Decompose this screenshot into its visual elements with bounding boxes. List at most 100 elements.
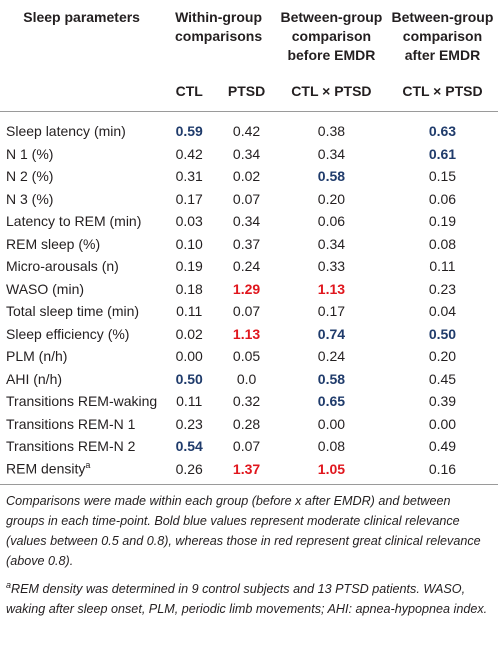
cell-value: 0.34 [317, 145, 346, 162]
row-label-cell: Latency to REM (min) [0, 210, 161, 233]
cell-value: 0.17 [175, 190, 203, 207]
cell-value: 0.33 [317, 258, 346, 275]
table-row: Transitions REM-N 1 0.23 0.28 0.00 0.00 [0, 413, 498, 436]
subheader: PTSD [217, 66, 276, 112]
cell-value: 0.19 [175, 258, 203, 275]
group-header: Between-group comparison before EMDR [280, 9, 383, 63]
value-cell: 0.05 [217, 345, 276, 368]
cell-value: 0.23 [175, 415, 203, 432]
cell-value: 0.00 [317, 415, 346, 432]
value-cell: 0.0 [217, 368, 276, 391]
footnote: Comparisons were made within each group … [6, 491, 492, 571]
value-cell: 0.74 [276, 323, 387, 346]
row-label: N 2 (%) [6, 168, 54, 185]
table-body: Sleep latency (min) 0.59 0.42 0.38 0.63 N 1 (… [0, 112, 498, 485]
value-cell: 0.26 [161, 457, 218, 485]
table-row: Sleep efficiency (%) 0.02 1.13 0.74 0.50 [0, 323, 498, 346]
value-cell: 0.07 [217, 435, 276, 458]
row-label: Transitions REM-N 2 [6, 438, 136, 455]
subheader-row: CTL PTSD CTL × PTSD CTL × PTSD [0, 66, 498, 112]
cell-value: 0.07 [232, 438, 261, 455]
empty-header [0, 66, 162, 112]
table-row: N 3 (%) 0.17 0.07 0.20 0.06 [0, 188, 498, 211]
table-row: REM sleep (%) 0.10 0.37 0.34 0.08 [0, 233, 498, 256]
value-cell: 0.11 [161, 390, 217, 413]
cell-value: 0.10 [175, 235, 203, 252]
row-label-cell: N 3 (%) [0, 188, 161, 211]
row-label: Total sleep time (min) [6, 303, 140, 320]
value-cell: 0.20 [387, 345, 498, 368]
footnotes: Comparisons were made within each group … [0, 485, 498, 619]
cell-value: 0.16 [428, 460, 457, 477]
row-label: REM density [6, 461, 86, 478]
value-cell: 0.50 [387, 323, 498, 346]
footnote-text: Comparisons were made within each group … [6, 494, 481, 568]
row-label-cell: Sleep efficiency (%) [0, 323, 161, 346]
value-cell: 0.24 [276, 345, 387, 368]
value-cell: 0.04 [387, 300, 498, 323]
table-row: Sleep latency (min) 0.59 0.42 0.38 0.63 [0, 112, 498, 143]
cell-value: 0.49 [428, 438, 457, 455]
cell-value: 0.39 [428, 393, 457, 410]
row-label-cell: Transitions REM-N 1 [0, 413, 161, 436]
cell-value: 0.11 [176, 393, 203, 410]
value-cell: 1.05 [275, 457, 387, 485]
cell-value: 0.07 [232, 190, 261, 207]
cell-value: 0.05 [232, 348, 261, 365]
value-cell: 0.42 [161, 143, 217, 166]
table-row: Micro-arousals (n) 0.19 0.24 0.33 0.11 [0, 255, 498, 278]
cell-value: 0.20 [428, 348, 457, 365]
cell-value: 0.50 [175, 370, 203, 387]
row-label-cell: Transitions REM-N 2 [0, 435, 161, 458]
footnote-text: REM density was determined in 9 control … [6, 582, 488, 617]
cell-value: 0.18 [175, 280, 203, 297]
subheader: CTL [161, 66, 218, 112]
table-row: Latency to REM (min) 0.03 0.34 0.06 0.19 [0, 210, 498, 233]
row-label: AHI (n/h) [6, 370, 63, 387]
value-cell: 0.06 [387, 188, 498, 211]
value-cell: 1.13 [276, 278, 387, 301]
row-label-cell: N 1 (%) [0, 143, 161, 166]
value-cell: 0.65 [276, 390, 387, 413]
cell-value: 0.02 [232, 168, 261, 185]
value-cell: 0.24 [217, 255, 276, 278]
row-label-cell: Sleep latency (min) [0, 112, 161, 143]
header-row: Sleep parameters Within-group comparison… [0, 0, 498, 66]
value-cell: 0.50 [161, 368, 217, 391]
cell-value: 0.74 [317, 325, 346, 342]
value-cell: 0.19 [161, 255, 217, 278]
cell-value: 0.19 [428, 213, 457, 230]
cell-value: 0.00 [175, 348, 203, 365]
cell-value: 0.04 [428, 303, 457, 320]
value-cell: 0.06 [276, 210, 387, 233]
cell-value: 1.29 [232, 280, 261, 297]
cell-value: 0.06 [317, 213, 346, 230]
footnote: aREM density was determined in 9 control… [6, 575, 492, 619]
group-header: Between-group comparison after EMDR [391, 9, 494, 63]
value-cell: 0.34 [217, 143, 276, 166]
value-cell: 0.20 [276, 188, 387, 211]
cell-value: 0.17 [317, 303, 346, 320]
value-cell: 0.00 [387, 413, 498, 436]
cell-value: 0.11 [429, 258, 456, 275]
table-row: PLM (n/h) 0.00 0.05 0.24 0.20 [0, 345, 498, 368]
cell-value: 0.61 [428, 145, 457, 162]
row-label: Micro-arousals (n) [6, 258, 119, 275]
row-label-cell: WASO (min) [0, 278, 161, 301]
cell-value: 0.31 [175, 168, 203, 185]
value-cell: 0.18 [161, 278, 217, 301]
value-cell: 0.07 [217, 300, 276, 323]
cell-value: 0.45 [428, 370, 457, 387]
table-row: Transitions REM-N 2 0.54 0.07 0.08 0.49 [0, 435, 498, 458]
value-cell: 0.08 [387, 233, 498, 256]
value-cell: 0.23 [387, 278, 498, 301]
cell-value: 0.08 [317, 438, 346, 455]
value-cell: 0.45 [387, 368, 498, 391]
header-title: Sleep parameters [23, 9, 140, 25]
value-cell: 0.28 [217, 413, 276, 436]
row-label-cell: REM densitya [0, 457, 162, 485]
cell-value: 0.24 [232, 258, 261, 275]
row-label: Sleep latency (min) [6, 123, 126, 140]
cell-value: 0.42 [175, 145, 203, 162]
value-cell: 0.39 [387, 390, 498, 413]
